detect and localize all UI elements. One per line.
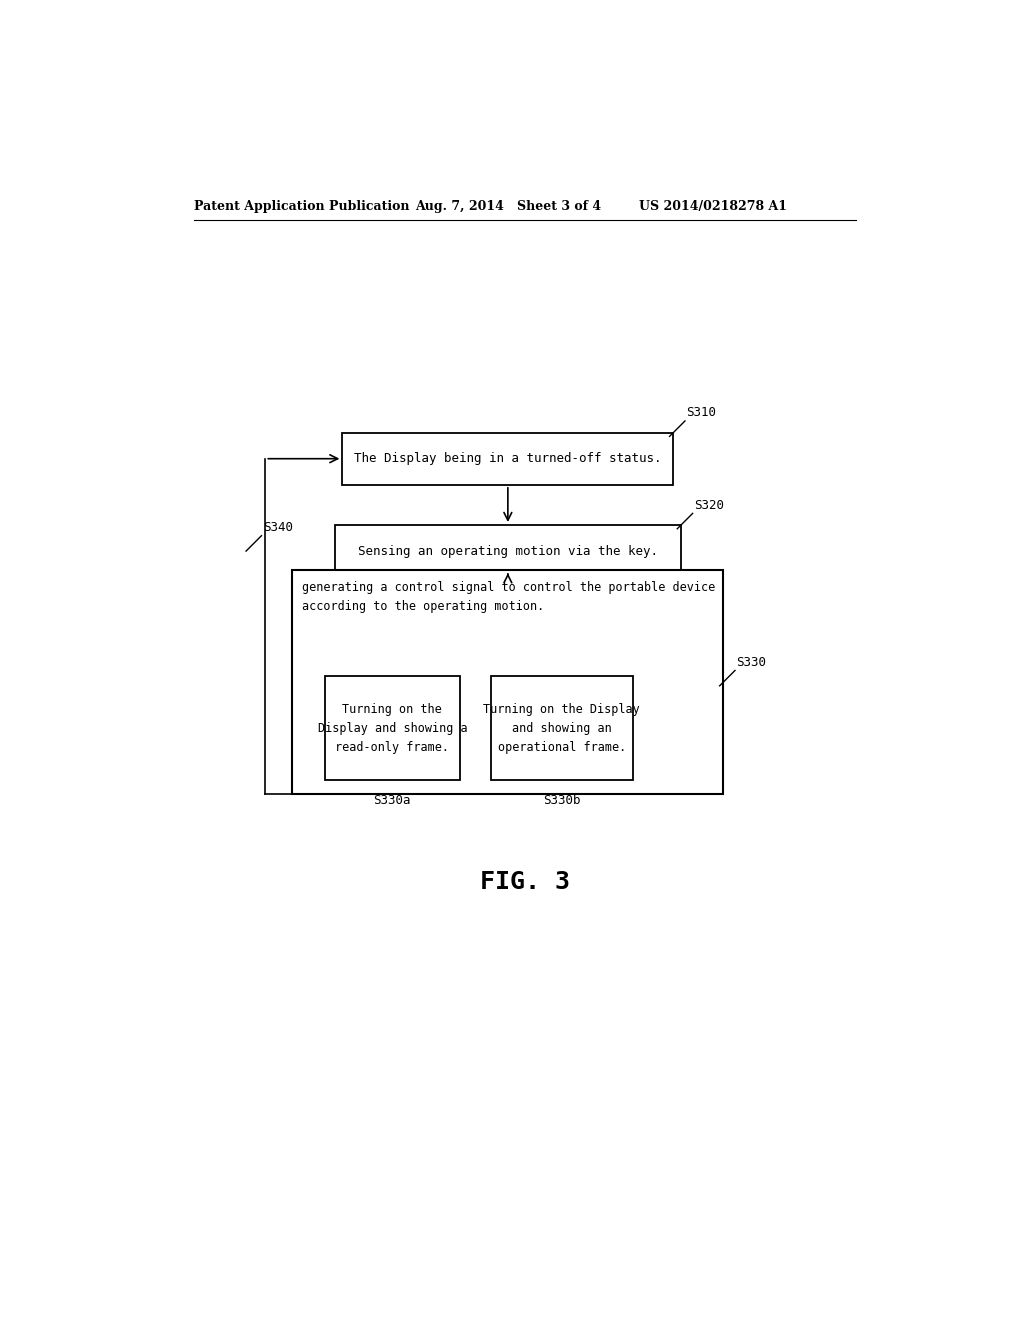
Text: Sensing an operating motion via the key.: Sensing an operating motion via the key. bbox=[357, 545, 657, 557]
Text: Aug. 7, 2014   Sheet 3 of 4: Aug. 7, 2014 Sheet 3 of 4 bbox=[416, 199, 601, 213]
Bar bbox=[490, 676, 633, 780]
Text: Turning on the Display
and showing an
operational frame.: Turning on the Display and showing an op… bbox=[483, 702, 640, 754]
Text: FIG. 3: FIG. 3 bbox=[480, 870, 569, 894]
Text: S330a: S330a bbox=[374, 795, 411, 807]
Bar bbox=[292, 570, 724, 793]
Text: The Display being in a turned-off status.: The Display being in a turned-off status… bbox=[354, 453, 662, 465]
Text: Turning on the
Display and showing a
read-only frame.: Turning on the Display and showing a rea… bbox=[317, 702, 467, 754]
Text: S330: S330 bbox=[736, 656, 767, 669]
Bar bbox=[342, 433, 674, 484]
Bar bbox=[325, 676, 460, 780]
Text: S320: S320 bbox=[694, 499, 724, 512]
Bar bbox=[335, 525, 681, 577]
Text: generating a control signal to control the portable device
according to the oper: generating a control signal to control t… bbox=[301, 581, 715, 612]
Text: S310: S310 bbox=[686, 407, 717, 420]
Text: US 2014/0218278 A1: US 2014/0218278 A1 bbox=[639, 199, 786, 213]
Text: Patent Application Publication: Patent Application Publication bbox=[194, 199, 410, 213]
Text: S340: S340 bbox=[263, 521, 293, 535]
Text: S330b: S330b bbox=[543, 795, 581, 807]
